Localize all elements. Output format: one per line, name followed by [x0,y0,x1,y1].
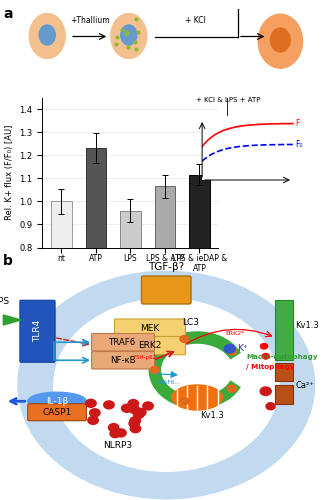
Circle shape [129,420,140,428]
Text: a: a [3,8,13,22]
Circle shape [88,416,98,424]
Ellipse shape [29,14,65,59]
Point [124,28,129,36]
Circle shape [122,404,132,412]
Ellipse shape [271,28,290,52]
Circle shape [136,408,146,416]
Text: IL-1β: IL-1β [46,397,68,406]
Circle shape [180,336,189,342]
Circle shape [260,387,271,396]
Circle shape [143,402,153,410]
Circle shape [116,429,126,437]
Circle shape [150,366,159,374]
Ellipse shape [121,25,137,45]
Ellipse shape [39,25,55,45]
Text: +Thallium: +Thallium [70,16,110,24]
Circle shape [134,410,144,418]
Bar [120,210,141,432]
FancyBboxPatch shape [20,300,55,362]
Point [126,43,131,51]
FancyBboxPatch shape [141,276,191,304]
Text: ERK2*: ERK2* [225,331,244,336]
Circle shape [260,344,268,349]
Text: K⁺: K⁺ [237,344,248,353]
Circle shape [266,403,275,410]
Ellipse shape [28,392,86,410]
Circle shape [130,424,141,432]
Circle shape [227,385,236,392]
Text: + KCl: + KCl [185,16,206,24]
Circle shape [262,354,269,359]
Polygon shape [3,315,21,325]
Point [114,34,119,42]
Bar [85,148,106,432]
Circle shape [54,298,279,471]
FancyBboxPatch shape [275,300,293,360]
Ellipse shape [172,385,222,410]
Text: LC3: LC3 [182,318,199,327]
Point [133,44,138,52]
FancyBboxPatch shape [92,352,155,369]
Text: FSH-p62: FSH-p62 [134,354,157,360]
Text: Kv1.3: Kv1.3 [200,411,224,420]
Text: b: b [3,254,13,268]
Circle shape [18,271,315,499]
FancyBboxPatch shape [275,385,293,404]
Text: NLRP3: NLRP3 [103,440,132,450]
Circle shape [110,430,120,438]
Circle shape [227,348,236,355]
Text: NF-κB: NF-κB [110,356,136,365]
Text: ERK2: ERK2 [138,341,162,350]
Circle shape [128,400,139,407]
Text: MEK: MEK [140,324,160,332]
Text: TLR4: TLR4 [33,320,42,342]
Point [133,15,139,23]
Circle shape [109,424,119,432]
FancyBboxPatch shape [28,404,86,420]
Circle shape [130,416,141,424]
Ellipse shape [258,14,303,68]
Circle shape [104,401,114,409]
Text: Macro-autophagy: Macro-autophagy [246,354,318,360]
Point [123,30,128,38]
Circle shape [129,406,140,413]
Point [120,26,125,34]
Text: CASP1: CASP1 [42,408,72,417]
FancyBboxPatch shape [114,336,185,355]
Circle shape [86,400,96,407]
Point [114,40,119,48]
Bar [189,175,210,432]
Text: Kv1.3: Kv1.3 [295,320,319,330]
Circle shape [224,344,235,353]
Text: F₀: F₀ [296,140,303,149]
Bar [155,186,175,432]
FancyBboxPatch shape [92,334,155,351]
FancyBboxPatch shape [275,362,293,381]
Point [132,38,137,46]
Text: + KCl & LPS + ATP: + KCl & LPS + ATP [196,98,260,103]
Text: Ca²⁺: Ca²⁺ [295,380,314,390]
Y-axis label: Rel. K+ flux (F/F₀) [AU]: Rel. K+ flux (F/F₀) [AU] [5,125,14,220]
Ellipse shape [111,14,147,59]
Text: LPS: LPS [0,297,10,306]
Bar [51,202,72,432]
Circle shape [180,398,189,404]
Text: TRAF6...: TRAF6... [156,380,180,384]
FancyBboxPatch shape [114,319,185,337]
Text: F: F [296,119,300,128]
Circle shape [90,409,100,417]
Text: TRAF6: TRAF6 [110,338,137,347]
Text: TGF-β?: TGF-β? [148,262,184,272]
Text: / Mitophagy: / Mitophagy [246,364,295,370]
Point [135,28,140,36]
